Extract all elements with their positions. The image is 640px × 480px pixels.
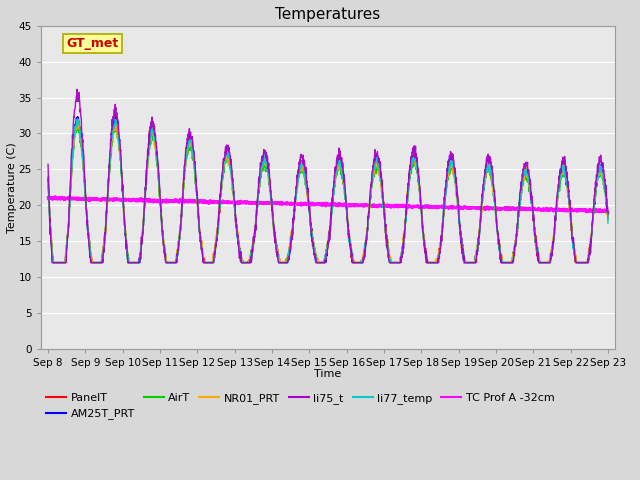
- Title: Temperatures: Temperatures: [275, 7, 381, 22]
- X-axis label: Time: Time: [314, 369, 342, 379]
- Legend: PanelT, AM25T_PRT, AirT, NR01_PRT, li75_t, li77_temp, TC Prof A -32cm: PanelT, AM25T_PRT, AirT, NR01_PRT, li75_…: [46, 393, 554, 420]
- Y-axis label: Temperature (C): Temperature (C): [7, 142, 17, 233]
- Text: GT_met: GT_met: [67, 37, 119, 50]
